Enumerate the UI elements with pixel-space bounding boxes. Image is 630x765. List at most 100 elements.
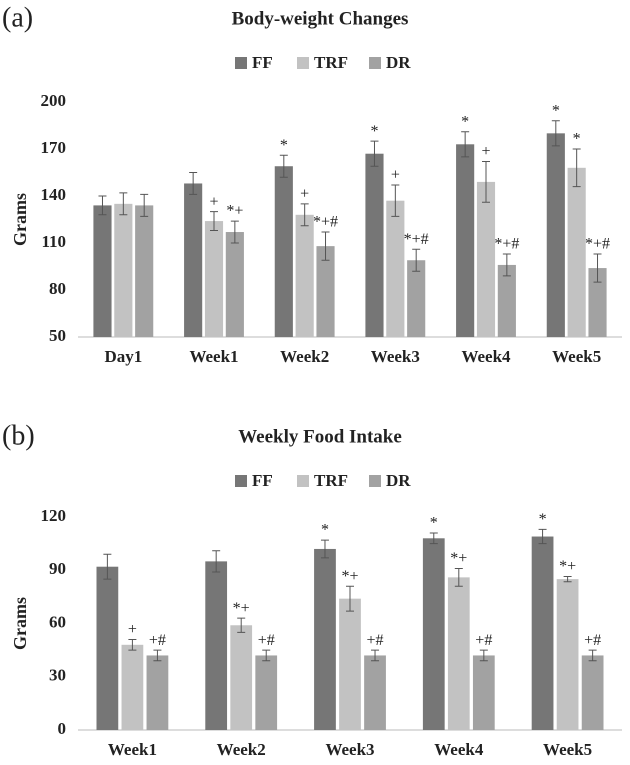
error-bar <box>502 253 511 277</box>
bar <box>96 566 119 730</box>
legend-label: TRF <box>314 53 348 72</box>
error-bar <box>551 120 560 147</box>
error-bar <box>128 638 137 651</box>
significance-mark: * <box>573 131 581 148</box>
legend-swatch <box>369 57 381 69</box>
significance-mark: *+ <box>559 558 576 575</box>
bar <box>447 577 470 730</box>
error-bar <box>237 617 246 633</box>
legend-swatch <box>297 475 309 487</box>
y-tick-label: 120 <box>41 506 67 525</box>
y-tick-label: 90 <box>49 559 66 578</box>
chart-title: Body-weight Changes <box>232 8 409 29</box>
legend-swatch <box>235 57 247 69</box>
error-bar <box>454 567 463 587</box>
bar <box>146 655 169 730</box>
bar <box>365 153 384 337</box>
error-bar <box>230 220 239 244</box>
legend-label: FF <box>252 471 273 490</box>
error-bar <box>346 585 354 612</box>
bar <box>556 579 579 730</box>
significance-mark: * <box>461 113 469 130</box>
error-bar <box>572 148 581 188</box>
x-tick-label: Week3 <box>371 347 420 366</box>
error-bar <box>538 528 547 545</box>
error-bar <box>321 231 330 261</box>
significance-mark: + <box>481 143 490 160</box>
bar <box>422 538 445 730</box>
bar <box>295 214 314 337</box>
bar <box>314 548 336 730</box>
significance-mark: +# <box>584 632 601 649</box>
significance-mark: * <box>321 522 329 539</box>
legend-label: DR <box>386 471 411 490</box>
bar <box>339 598 361 730</box>
significance-mark: *+ <box>233 600 250 617</box>
error-bar <box>300 203 309 227</box>
bar <box>230 625 253 730</box>
bar <box>581 655 604 730</box>
x-tick-label: Day1 <box>104 347 142 366</box>
error-bar <box>588 649 597 662</box>
error-bar <box>479 649 488 662</box>
x-tick-label: Week2 <box>217 740 266 759</box>
y-axis-label: Grams <box>10 597 30 650</box>
legend-swatch <box>369 475 381 487</box>
bar <box>476 181 496 337</box>
error-bar <box>189 172 198 195</box>
significance-mark: +# <box>258 632 275 649</box>
error-bar <box>98 195 107 216</box>
significance-mark: +# <box>367 632 384 649</box>
x-tick-label: Week3 <box>325 740 374 759</box>
error-bar <box>593 253 602 283</box>
y-tick-label: 170 <box>41 138 67 157</box>
y-axis-label: Grams <box>10 193 30 246</box>
x-tick-label: Week4 <box>434 740 484 759</box>
error-bar <box>279 154 288 178</box>
significance-mark: *+# <box>494 236 519 253</box>
bar <box>184 183 203 337</box>
y-tick-label: 0 <box>58 719 67 738</box>
significance-mark: *+ <box>450 550 467 567</box>
bar <box>204 221 224 337</box>
bar <box>407 260 426 337</box>
bar <box>225 232 244 337</box>
error-bar <box>103 553 112 580</box>
bar <box>386 200 405 337</box>
significance-mark: + <box>391 167 400 184</box>
y-tick-label: 30 <box>49 666 66 685</box>
x-tick-label: Week2 <box>280 347 329 366</box>
y-tick-label: 50 <box>49 326 66 345</box>
x-tick-label: Week1 <box>189 347 238 366</box>
significance-mark: *+ <box>226 203 243 220</box>
significance-mark: *+ <box>341 568 358 585</box>
x-tick-label: Week1 <box>108 740 157 759</box>
legend-swatch <box>235 475 247 487</box>
significance-mark: + <box>209 193 218 210</box>
error-bar <box>371 649 380 662</box>
error-bar <box>461 131 470 158</box>
bar <box>497 264 516 337</box>
y-tick-label: 80 <box>49 279 66 298</box>
significance-mark: + <box>128 621 137 638</box>
y-tick-label: 140 <box>41 185 67 204</box>
panel-label: (a) <box>2 2 33 33</box>
error-bar <box>119 192 128 216</box>
chart-title: Weekly Food Intake <box>238 426 402 447</box>
significance-mark: + <box>300 186 309 203</box>
bar <box>274 166 293 337</box>
y-tick-label: 110 <box>41 232 66 251</box>
x-tick-label: Week5 <box>552 347 601 366</box>
bar <box>255 655 278 730</box>
error-bar <box>320 539 329 559</box>
bar <box>531 536 554 730</box>
bar <box>567 167 586 337</box>
legend-label: TRF <box>314 471 348 490</box>
bar <box>114 203 133 337</box>
bar <box>456 144 475 337</box>
significance-mark: * <box>370 123 378 140</box>
significance-mark: * <box>539 511 547 528</box>
bar <box>588 268 607 337</box>
bar <box>472 655 495 730</box>
